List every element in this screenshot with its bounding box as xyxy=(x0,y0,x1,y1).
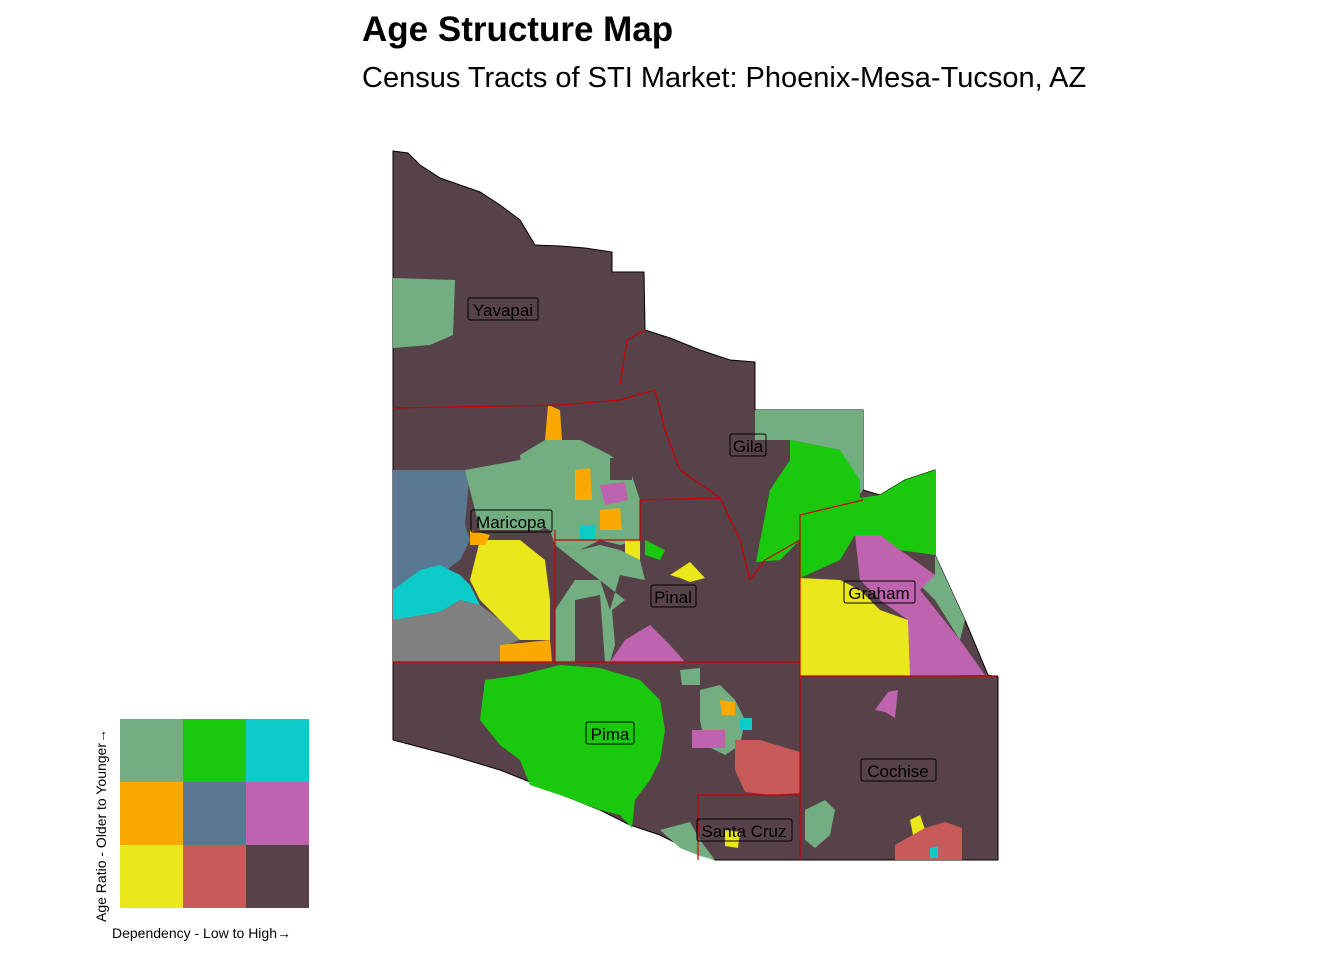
tract-santacruz-yellow xyxy=(725,830,740,848)
county-label-pima: Pima xyxy=(585,721,635,745)
tract-cochise-pink xyxy=(875,690,898,718)
tract-phoenix-orange1 xyxy=(545,405,562,440)
county-label-yavapai: Yavapai xyxy=(467,297,539,321)
county-label-gila: Gila xyxy=(729,433,767,457)
tract-maricopa-blue xyxy=(393,470,470,590)
legend-cell-r0-c2 xyxy=(246,719,309,782)
tract-pinal-pink xyxy=(610,625,685,662)
map-subtitle: Census Tracts of STI Market: Phoenix-Mes… xyxy=(362,62,1087,94)
tract-phoenix-cyan xyxy=(580,525,595,540)
tract-cochise-green xyxy=(805,800,835,848)
tract-pima-cyan xyxy=(740,718,752,730)
tract-phoenix-pink xyxy=(600,482,628,505)
tract-cochise-red xyxy=(895,822,962,860)
tract-gila-east xyxy=(755,410,863,500)
tract-yavapai-west xyxy=(393,278,455,348)
border-santacruz xyxy=(697,794,800,860)
legend-cell-r2-c1 xyxy=(183,845,246,908)
border-yavapai-gila xyxy=(619,329,646,386)
bivariate-legend xyxy=(120,719,309,908)
county-label-graham: Graham xyxy=(843,580,916,604)
legend-cell-r2-c0 xyxy=(120,845,183,908)
tract-maricopa-gray xyxy=(393,600,520,662)
tract-maricopa-orange-small xyxy=(470,530,490,545)
county-label-cochise: Cochise xyxy=(860,758,937,782)
tract-maricopa-orange xyxy=(500,640,552,662)
tract-maricopa-yellow xyxy=(470,540,550,640)
tract-graham-green xyxy=(756,440,860,562)
legend-cell-r1-c0 xyxy=(120,782,183,845)
svg-text:Santa Cruz: Santa Cruz xyxy=(701,822,786,841)
svg-text:Gila: Gila xyxy=(733,437,764,456)
legend-cell-r1-c1 xyxy=(183,782,246,845)
svg-text:Yavapai: Yavapai xyxy=(473,301,533,320)
legend-cell-r0-c0 xyxy=(120,719,183,782)
county-borders xyxy=(392,329,998,860)
tract-pima-red xyxy=(735,740,800,795)
border-yavapai-maricopa xyxy=(392,389,656,409)
svg-text:Pima: Pima xyxy=(591,725,630,744)
tract-phoenix-orange3 xyxy=(600,508,622,530)
tract-graham-yellow xyxy=(800,578,910,676)
county-label-santa-cruz: Santa Cruz xyxy=(696,818,793,842)
county-label-pinal: Pinal xyxy=(650,584,697,608)
tract-graham-ne xyxy=(800,470,935,578)
tract-pima-orange xyxy=(720,700,735,715)
tract-graham-se xyxy=(920,555,965,640)
legend-y-axis-label: Age Ratio - Older to Younger→ xyxy=(93,728,109,922)
county-label-maricopa: Maricopa xyxy=(470,509,553,533)
tract-phoenix-dark xyxy=(610,458,632,480)
tract-cochise-cyan xyxy=(930,846,938,858)
tract-pinal-yellow xyxy=(670,562,705,582)
svg-text:Maricopa: Maricopa xyxy=(476,513,546,532)
tract-graham-pink xyxy=(855,535,985,676)
tract-phoenix-orange2 xyxy=(575,468,592,500)
legend-cell-r1-c2 xyxy=(246,782,309,845)
map-title: Age Structure Map xyxy=(362,10,674,49)
svg-text:Cochise: Cochise xyxy=(867,762,928,781)
tract-phoenix-green2 xyxy=(645,540,665,560)
legend-cell-r0-c1 xyxy=(183,719,246,782)
border-gila-maricopa xyxy=(654,389,721,499)
tract-pima-pink xyxy=(692,730,725,748)
legend-cell-r2-c2 xyxy=(246,845,309,908)
tract-santacruz-green xyxy=(660,822,715,860)
svg-text:Graham: Graham xyxy=(848,584,909,603)
svg-text:Pinal: Pinal xyxy=(654,588,692,607)
tract-pima-green xyxy=(480,665,665,828)
tract-pinal-dark xyxy=(575,595,605,662)
legend-x-axis-label: Dependency - Low to High→ xyxy=(112,925,291,941)
tract-maricopa-cyan xyxy=(393,565,480,620)
border-pinal-north xyxy=(555,497,864,582)
tract-pima-green-small xyxy=(680,668,700,685)
